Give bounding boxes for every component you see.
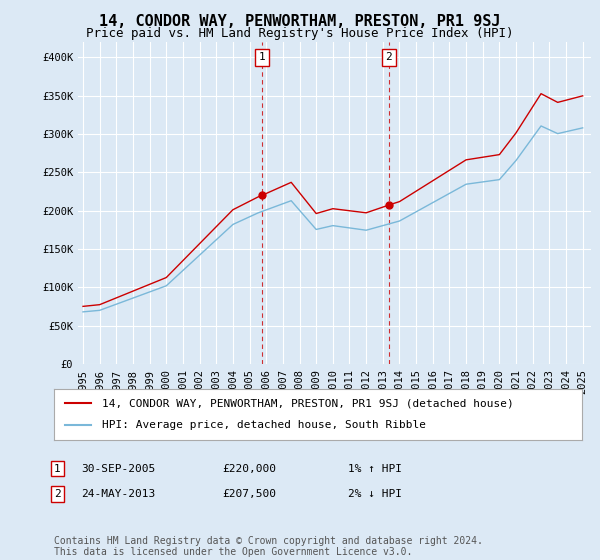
Text: HPI: Average price, detached house, South Ribble: HPI: Average price, detached house, Sout…: [101, 421, 425, 431]
Text: 2: 2: [54, 489, 61, 499]
Text: 14, CONDOR WAY, PENWORTHAM, PRESTON, PR1 9SJ (detached house): 14, CONDOR WAY, PENWORTHAM, PRESTON, PR1…: [101, 398, 513, 408]
Text: 14, CONDOR WAY, PENWORTHAM, PRESTON, PR1 9SJ: 14, CONDOR WAY, PENWORTHAM, PRESTON, PR1…: [99, 14, 501, 29]
Text: 2: 2: [386, 52, 392, 62]
Text: Price paid vs. HM Land Registry's House Price Index (HPI): Price paid vs. HM Land Registry's House …: [86, 27, 514, 40]
Text: £207,500: £207,500: [222, 489, 276, 499]
Text: 1: 1: [54, 464, 61, 474]
Text: £220,000: £220,000: [222, 464, 276, 474]
Text: 1: 1: [259, 52, 265, 62]
Text: 30-SEP-2005: 30-SEP-2005: [81, 464, 155, 474]
Text: Contains HM Land Registry data © Crown copyright and database right 2024.
This d: Contains HM Land Registry data © Crown c…: [54, 535, 483, 557]
Text: 2% ↓ HPI: 2% ↓ HPI: [348, 489, 402, 499]
Text: 24-MAY-2013: 24-MAY-2013: [81, 489, 155, 499]
Text: 1% ↑ HPI: 1% ↑ HPI: [348, 464, 402, 474]
